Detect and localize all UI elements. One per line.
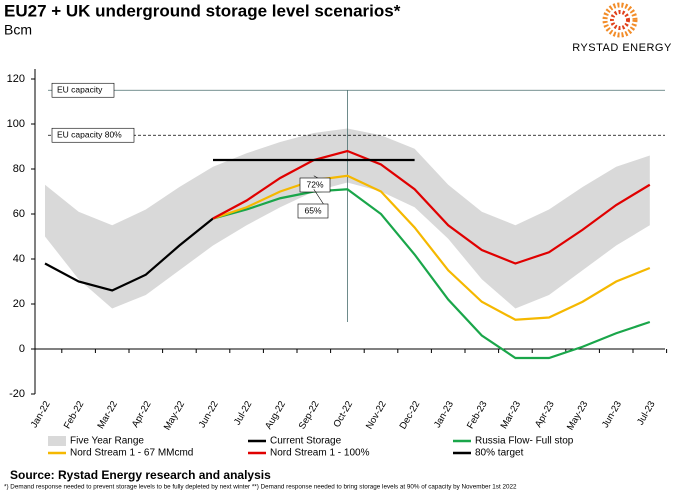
y-tick-label: 100 xyxy=(7,118,25,130)
logo xyxy=(602,2,638,38)
reference-label: EU capacity 80% xyxy=(57,130,122,140)
y-tick-label: 40 xyxy=(13,253,25,265)
logo-text: RYSTAD ENERGY xyxy=(572,42,672,54)
chart-title: EU27 + UK underground storage level scen… xyxy=(4,1,401,20)
y-tick-label: 0 xyxy=(19,343,25,355)
legend-label: Current Storage xyxy=(270,436,342,447)
annotation-box xyxy=(299,177,331,193)
x-tick-label: Nov-22 xyxy=(364,399,389,431)
reference-label-box xyxy=(51,82,115,98)
x-tick-label: Jan-22 xyxy=(29,399,53,430)
x-tick-label: Feb-23 xyxy=(465,399,490,431)
x-tick-label: Jul-23 xyxy=(635,399,657,427)
x-tick-label: May-23 xyxy=(565,399,590,432)
x-tick-label: Jun-22 xyxy=(197,399,221,430)
x-tick-label: Jul-22 xyxy=(232,399,254,427)
y-tick-label: 20 xyxy=(13,298,25,310)
reference-label: EU capacity xyxy=(57,85,103,95)
x-tick-label: Apr-22 xyxy=(130,399,154,429)
x-tick-label: Mar-22 xyxy=(95,399,120,431)
y-tick-label: 120 xyxy=(7,73,25,85)
x-tick-label: May-22 xyxy=(162,399,187,432)
source: Source: Rystad Energy research and analy… xyxy=(10,468,271,482)
annotation: 65% xyxy=(304,205,321,215)
logo-ring xyxy=(602,2,638,38)
x-tick-label: Jan-23 xyxy=(432,399,456,430)
y-tick-label: 80 xyxy=(13,163,25,175)
legend-label: Nord Stream 1 - 67 MMcmd xyxy=(70,448,193,459)
annotation: 72% xyxy=(306,179,323,189)
x-tick-label: Apr-23 xyxy=(533,399,557,429)
x-tick-label: Dec-22 xyxy=(398,399,423,431)
y-tick-label: -20 xyxy=(9,388,25,400)
legend-label: 80% target xyxy=(475,448,524,459)
x-tick-label: Sep-22 xyxy=(297,399,322,431)
range-area xyxy=(45,128,650,309)
footnote: *) Demand response needed to prevent sto… xyxy=(4,484,517,491)
series-line xyxy=(212,149,651,265)
x-tick-label: Jun-23 xyxy=(600,399,624,430)
legend-label: Russia Flow- Full stop xyxy=(475,436,574,447)
reference-label-box xyxy=(51,127,135,143)
y-tick-label: 60 xyxy=(13,208,25,220)
annotation-box xyxy=(297,203,329,219)
x-tick-label: Aug-22 xyxy=(263,399,288,431)
x-tick-label: Oct-22 xyxy=(331,399,355,429)
series-line xyxy=(44,217,214,292)
series-line xyxy=(212,188,651,360)
x-tick-label: Mar-23 xyxy=(499,399,524,431)
chart-subtitle: Bcm xyxy=(4,22,32,38)
legend-label: Nord Stream 1 - 100% xyxy=(270,448,370,459)
legend-label: Five Year Range xyxy=(70,436,144,447)
logo-ring xyxy=(610,10,630,30)
x-tick-label: Feb-22 xyxy=(62,399,87,431)
series-line xyxy=(212,174,651,321)
